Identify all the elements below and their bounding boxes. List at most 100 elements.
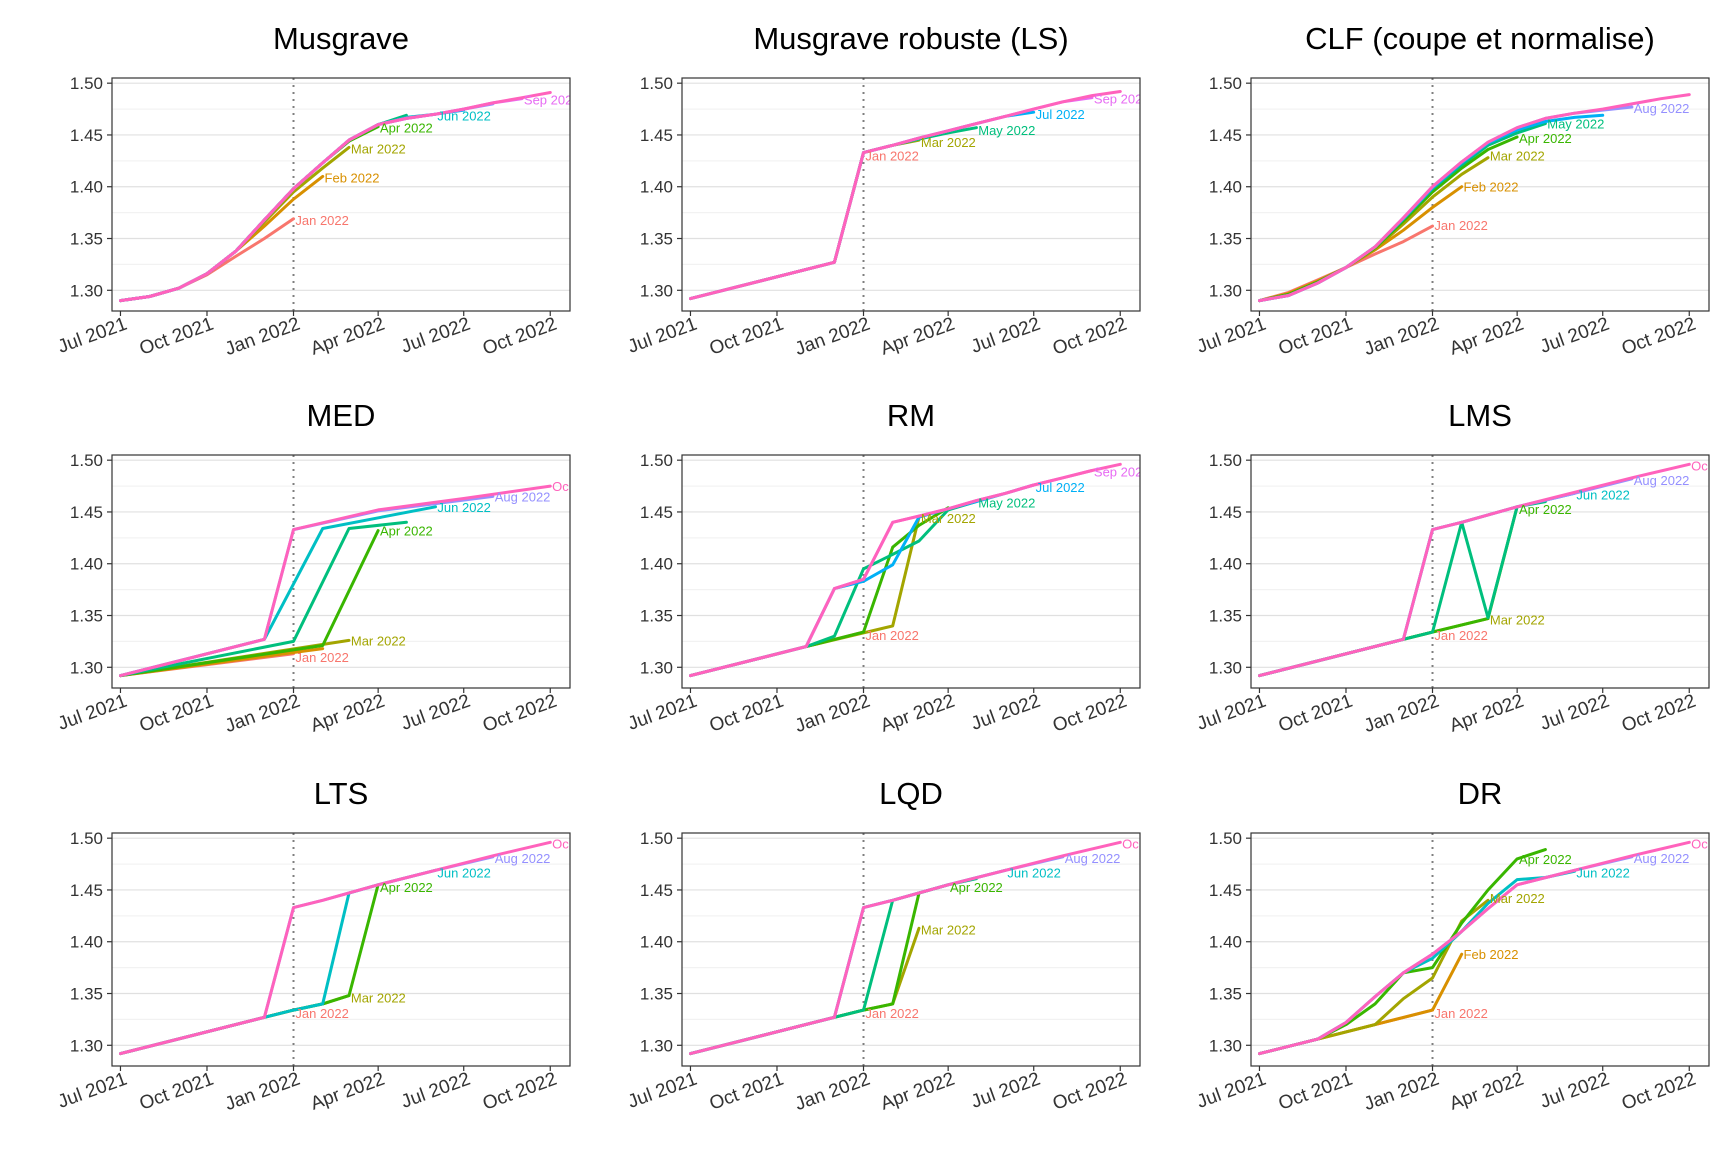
y-tick-label: 1.35 — [70, 607, 103, 626]
y-tick-label: 1.30 — [640, 658, 673, 677]
x-tick-label: Oct 2021 — [707, 314, 787, 360]
panel-border — [1250, 454, 1710, 689]
x-tick-label: Apr 2022 — [308, 691, 388, 737]
y-tick-label: 1.35 — [1209, 230, 1242, 249]
panel-title: CLF (coupe et normalise) — [1305, 21, 1655, 56]
x-tick-label: Jul 2022 — [968, 1069, 1043, 1113]
series-line — [689, 90, 1122, 301]
series-label: May 2022 — [978, 123, 1035, 138]
y-tick-label: 1.35 — [70, 230, 103, 249]
y-tick-label: 1.40 — [640, 178, 673, 197]
x-tick-label: Oct 2021 — [707, 691, 787, 737]
series-label: May 2022 — [1547, 117, 1604, 132]
x-tick-label: Apr 2022 — [878, 314, 958, 360]
series-line — [689, 462, 1122, 678]
series-line — [119, 102, 495, 303]
y-tick-label: 1.50 — [1209, 451, 1242, 470]
x-tick-label: Apr 2022 — [1447, 314, 1527, 360]
series-label: Jan 2022 — [295, 1006, 349, 1021]
x-tick-label: Oct 2021 — [1276, 314, 1356, 360]
x-tick-label: Oct 2021 — [137, 691, 217, 737]
x-tick-label: Oct 2021 — [137, 1069, 217, 1115]
y-tick-label: 1.35 — [1209, 985, 1242, 1004]
series-label: Oc — [1691, 458, 1708, 473]
chart-panel-3: CLF (coupe et normalise) Jan 2022 Feb 2022… — [1194, 21, 1710, 360]
series-label: Jun 2022 — [1576, 487, 1630, 502]
panel-title: Musgrave — [273, 21, 409, 56]
series-line — [119, 484, 552, 678]
x-tick-label: Jul 2021 — [55, 1069, 130, 1113]
series-label: Mar 2022 — [1490, 891, 1545, 906]
series-label: Feb 2022 — [325, 170, 380, 185]
y-tick-label: 1.45 — [1209, 881, 1242, 900]
y-tick-label: 1.35 — [70, 985, 103, 1004]
series-label: Jan 2022 — [295, 650, 349, 665]
y-tick-label: 1.50 — [1209, 74, 1242, 93]
y-tick-label: 1.30 — [640, 1036, 673, 1055]
x-tick-label: Jul 2021 — [625, 1069, 700, 1113]
x-tick-label: Jul 2022 — [1537, 1069, 1612, 1113]
panel-border — [681, 77, 1141, 312]
series-line — [1258, 840, 1691, 1056]
series-label: Oc — [552, 479, 569, 494]
x-tick-label: Jul 2021 — [1194, 314, 1269, 358]
series-label: Jun 2022 — [437, 108, 491, 123]
series-label: Jan 2022 — [295, 213, 349, 228]
y-tick-label: 1.30 — [1209, 1036, 1242, 1055]
y-tick-label: 1.35 — [640, 230, 673, 249]
series-label: Mar 2022 — [351, 991, 406, 1006]
y-tick-label: 1.35 — [640, 607, 673, 626]
y-tick-label: 1.35 — [640, 985, 673, 1004]
series-line — [689, 126, 978, 301]
series-line — [119, 855, 495, 1056]
series-line — [689, 110, 1036, 301]
series-line — [689, 138, 921, 301]
x-tick-label: Jul 2021 — [1194, 1069, 1269, 1113]
x-tick-label: Apr 2022 — [878, 691, 958, 737]
panel-title: RM — [887, 398, 935, 433]
x-tick-label: Apr 2022 — [308, 1069, 388, 1115]
series-line — [119, 529, 380, 678]
x-tick-label: Jan 2022 — [222, 314, 303, 360]
x-tick-label: Oct 2022 — [1619, 1069, 1699, 1115]
y-tick-label: 1.50 — [640, 74, 673, 93]
y-tick-label: 1.40 — [70, 178, 103, 197]
panel-border — [1250, 77, 1710, 312]
x-tick-label: Jul 2022 — [1537, 691, 1612, 735]
series-label: Aug 2022 — [495, 851, 551, 866]
y-tick-label: 1.40 — [70, 933, 103, 952]
series-label: Sep 2022 — [524, 93, 580, 108]
series-line — [689, 883, 950, 1056]
chart-panel-9: DR Jan 2022 Feb 2022 Mar 2022 Apr 2022 Jun 20… — [1194, 776, 1710, 1115]
series-label: Sep 2022 — [1094, 92, 1150, 107]
chart-panel-1: Musgrave Jan 2022 Feb 2022 Mar 2022 Apr 2022… — [55, 21, 580, 360]
panel-title: DR — [1458, 776, 1503, 811]
y-tick-label: 1.30 — [70, 658, 103, 677]
x-tick-label: Oct 2022 — [480, 691, 560, 737]
series-line — [1258, 93, 1691, 303]
x-tick-label: Oct 2022 — [1619, 691, 1699, 737]
series-line — [689, 926, 921, 1056]
series-line — [689, 877, 978, 1056]
x-tick-label: Jan 2022 — [1361, 1069, 1442, 1115]
series-line — [1258, 500, 1547, 678]
panel-title: LTS — [314, 776, 369, 811]
series-label: Feb 2022 — [1464, 180, 1519, 195]
y-tick-label: 1.40 — [70, 555, 103, 574]
y-tick-label: 1.40 — [1209, 555, 1242, 574]
x-tick-label: Jan 2022 — [792, 314, 873, 360]
x-tick-label: Jan 2022 — [222, 1069, 303, 1115]
x-tick-label: Oct 2022 — [1050, 314, 1130, 360]
series-line — [689, 840, 1122, 1056]
panel-border — [681, 454, 1141, 689]
y-tick-label: 1.50 — [640, 451, 673, 470]
series-label: Mar 2022 — [921, 135, 976, 150]
series-line — [119, 840, 552, 1056]
